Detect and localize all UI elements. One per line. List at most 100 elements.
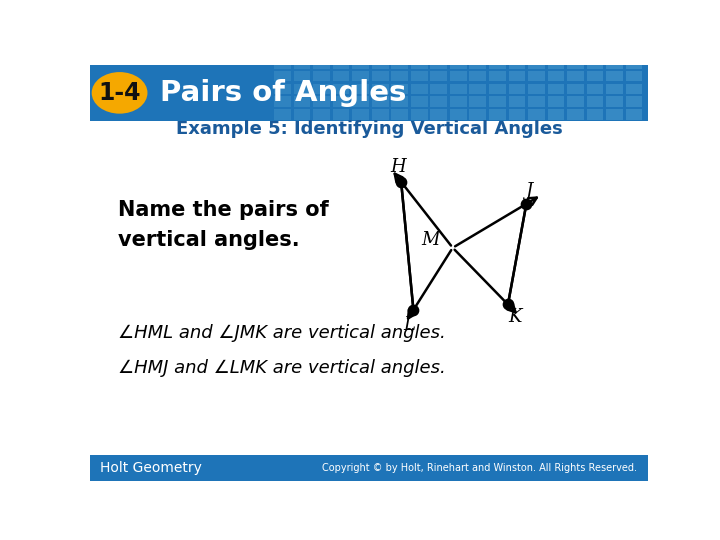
Text: Copyright © by Holt, Rinehart and Winston. All Rights Reserved.: Copyright © by Holt, Rinehart and Winsto…	[322, 463, 637, 472]
Bar	[547, 84, 564, 94]
Bar	[450, 109, 467, 120]
Bar	[431, 71, 447, 82]
Bar	[626, 71, 642, 82]
Bar	[528, 109, 545, 120]
Bar	[567, 71, 584, 82]
Bar	[352, 109, 369, 120]
Bar	[606, 109, 623, 120]
Bar	[606, 58, 623, 69]
Bar	[372, 71, 389, 82]
Bar	[626, 84, 642, 94]
Bar	[90, 455, 648, 481]
Bar	[352, 58, 369, 69]
Bar	[313, 84, 330, 94]
Bar	[333, 58, 349, 69]
Bar	[469, 109, 486, 120]
Bar	[294, 71, 310, 82]
Bar	[392, 84, 408, 94]
Bar	[450, 97, 467, 107]
Circle shape	[91, 72, 148, 113]
Bar	[508, 71, 526, 82]
Bar	[352, 71, 369, 82]
Text: Example 5: Identifying Vertical Angles: Example 5: Identifying Vertical Angles	[176, 120, 562, 138]
Bar	[411, 71, 428, 82]
Bar	[90, 65, 648, 121]
Bar	[313, 71, 330, 82]
Point	[521, 199, 532, 208]
Bar	[392, 109, 408, 120]
Bar	[606, 97, 623, 107]
Bar	[411, 109, 428, 120]
Bar	[469, 58, 486, 69]
Bar	[528, 84, 545, 94]
Bar	[587, 109, 603, 120]
Bar	[450, 58, 467, 69]
Bar	[450, 84, 467, 94]
Bar	[528, 97, 545, 107]
Bar	[294, 109, 310, 120]
Bar	[567, 97, 584, 107]
Bar	[431, 109, 447, 120]
Bar	[626, 58, 642, 69]
Bar	[469, 71, 486, 82]
Bar	[567, 109, 584, 120]
Text: K: K	[508, 308, 521, 326]
Bar	[528, 71, 545, 82]
Bar	[567, 58, 584, 69]
Bar	[411, 84, 428, 94]
Bar	[626, 109, 642, 120]
Bar	[372, 84, 389, 94]
Bar	[547, 97, 564, 107]
Text: 1-4: 1-4	[99, 81, 141, 105]
Text: M: M	[421, 231, 440, 249]
Bar	[274, 84, 291, 94]
Bar	[294, 84, 310, 94]
Bar	[372, 97, 389, 107]
Text: H: H	[390, 158, 406, 177]
Text: Pairs of Angles: Pairs of Angles	[160, 79, 406, 107]
Bar	[469, 84, 486, 94]
Bar	[372, 58, 389, 69]
Bar	[489, 71, 505, 82]
Bar	[431, 97, 447, 107]
Bar	[489, 58, 505, 69]
Bar	[274, 58, 291, 69]
Point	[408, 306, 419, 314]
Bar	[333, 109, 349, 120]
Bar	[469, 97, 486, 107]
Bar	[274, 97, 291, 107]
Text: L: L	[403, 316, 415, 334]
Bar	[333, 71, 349, 82]
Point	[502, 300, 513, 309]
Bar	[274, 71, 291, 82]
Bar	[333, 84, 349, 94]
Text: J: J	[526, 183, 533, 200]
Bar	[606, 71, 623, 82]
Bar	[352, 97, 369, 107]
Bar	[411, 58, 428, 69]
Bar	[489, 109, 505, 120]
Bar	[392, 71, 408, 82]
Point	[395, 178, 407, 186]
Bar	[528, 58, 545, 69]
Bar	[392, 58, 408, 69]
Bar	[547, 58, 564, 69]
Bar	[411, 97, 428, 107]
Bar	[313, 97, 330, 107]
Bar	[431, 58, 447, 69]
Bar	[352, 84, 369, 94]
Bar	[450, 71, 467, 82]
Bar	[508, 97, 526, 107]
Bar	[508, 58, 526, 69]
Bar	[567, 84, 584, 94]
Bar	[508, 109, 526, 120]
Bar	[547, 71, 564, 82]
Bar	[626, 97, 642, 107]
Bar	[587, 97, 603, 107]
Bar	[587, 84, 603, 94]
Text: ∠HML and ∠JMK are vertical angles.: ∠HML and ∠JMK are vertical angles.	[118, 324, 446, 342]
Bar	[294, 58, 310, 69]
Text: Name the pairs of
vertical angles.: Name the pairs of vertical angles.	[118, 200, 328, 249]
Bar	[547, 109, 564, 120]
Text: Holt Geometry: Holt Geometry	[100, 461, 202, 475]
